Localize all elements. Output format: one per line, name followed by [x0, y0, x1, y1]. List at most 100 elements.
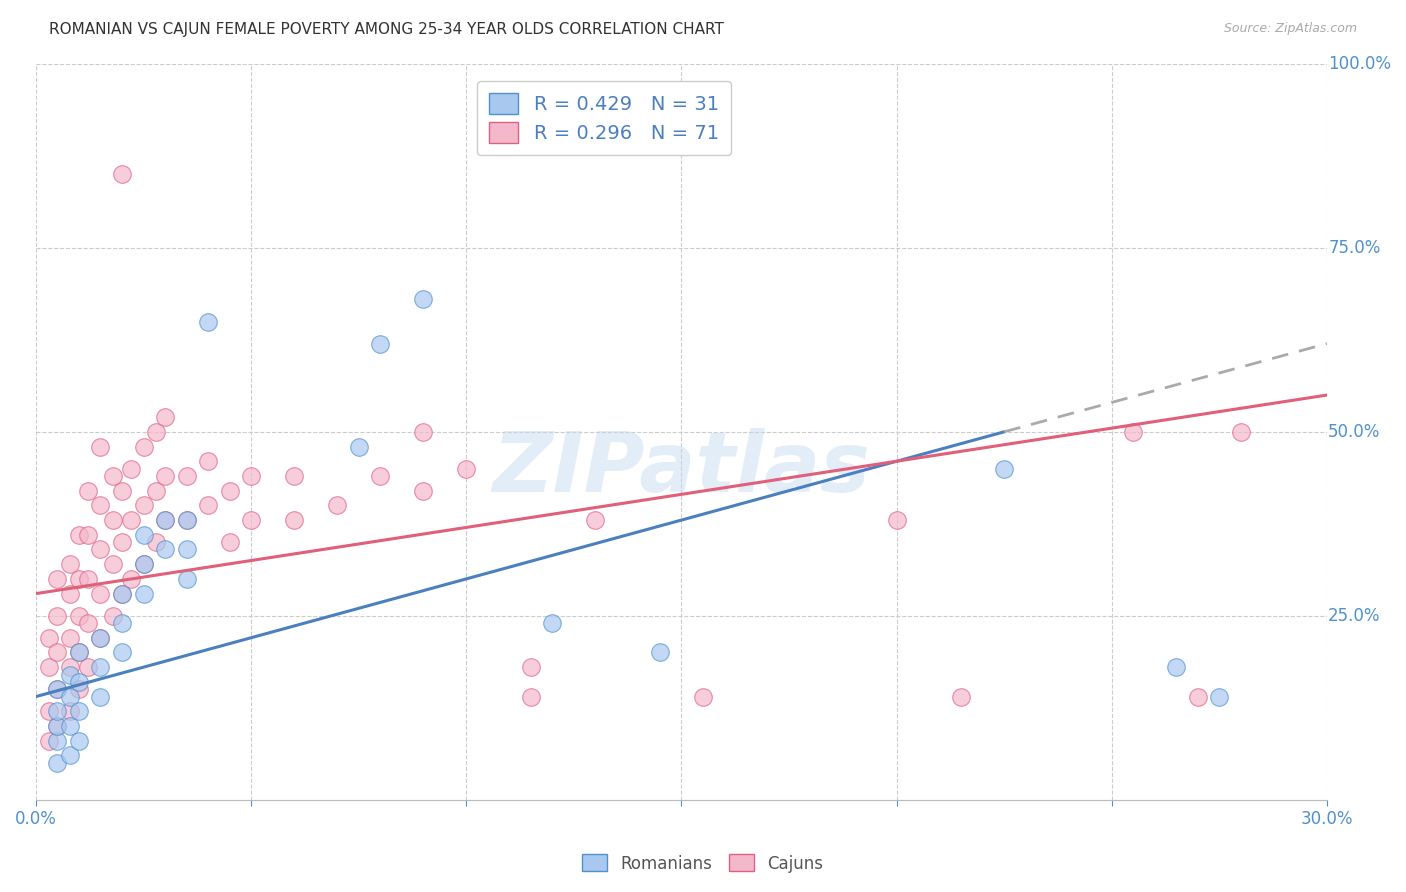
Point [67, 682, 90, 697]
Point [38, 733, 60, 747]
Point [145, 425, 167, 439]
Point [46, 719, 69, 733]
Point [176, 513, 198, 527]
Point [1166, 660, 1188, 674]
Point [153, 542, 176, 557]
Point [111, 483, 134, 498]
Point [46, 572, 69, 586]
Point [153, 513, 176, 527]
Point [59, 704, 82, 718]
Point [111, 645, 134, 659]
Point [103, 513, 125, 527]
Point [176, 542, 198, 557]
Point [103, 608, 125, 623]
Point [132, 558, 155, 572]
Point [89, 542, 111, 557]
Point [67, 572, 90, 586]
Point [648, 645, 671, 659]
Point [46, 704, 69, 718]
Point [368, 469, 391, 483]
Point [240, 513, 263, 527]
Point [111, 615, 134, 630]
Point [132, 499, 155, 513]
Point [132, 558, 155, 572]
Point [218, 535, 240, 549]
Point [46, 608, 69, 623]
Point [89, 631, 111, 645]
Point [145, 483, 167, 498]
Point [59, 690, 82, 704]
Point [456, 461, 478, 475]
Point [46, 756, 69, 770]
Text: ROMANIAN VS CAJUN FEMALE POVERTY AMONG 25-34 YEAR OLDS CORRELATION CHART: ROMANIAN VS CAJUN FEMALE POVERTY AMONG 2… [49, 22, 724, 37]
Point [76, 660, 98, 674]
Point [520, 690, 543, 704]
Point [120, 513, 142, 527]
Point [176, 513, 198, 527]
Point [950, 690, 973, 704]
Point [59, 660, 82, 674]
Legend: Romanians, Cajuns: Romanians, Cajuns [575, 847, 831, 880]
Point [89, 499, 111, 513]
Point [111, 168, 134, 182]
Text: 50.0%: 50.0% [1329, 423, 1381, 441]
Point [111, 535, 134, 549]
Point [132, 528, 155, 542]
Point [103, 558, 125, 572]
Point [67, 704, 90, 718]
Point [1208, 690, 1230, 704]
Point [1230, 425, 1253, 439]
Point [76, 483, 98, 498]
Point [38, 660, 60, 674]
Point [583, 513, 606, 527]
Point [59, 667, 82, 681]
Point [197, 499, 219, 513]
Text: 100.0%: 100.0% [1329, 55, 1391, 73]
Point [67, 645, 90, 659]
Point [197, 454, 219, 468]
Point [59, 748, 82, 763]
Point [541, 615, 564, 630]
Point [46, 682, 69, 697]
Point [153, 513, 176, 527]
Point [197, 314, 219, 328]
Point [46, 645, 69, 659]
Point [38, 631, 60, 645]
Point [89, 586, 111, 600]
Point [46, 682, 69, 697]
Legend: R = 0.429   N = 31, R = 0.296   N = 71: R = 0.429 N = 31, R = 0.296 N = 71 [478, 81, 731, 154]
Point [326, 499, 349, 513]
Point [46, 719, 69, 733]
Point [76, 572, 98, 586]
Point [145, 535, 167, 549]
Text: ZIPatlas: ZIPatlas [492, 428, 870, 509]
Point [132, 586, 155, 600]
Point [692, 690, 714, 704]
Point [1187, 690, 1209, 704]
Point [38, 704, 60, 718]
Point [176, 572, 198, 586]
Point [132, 440, 155, 454]
Point [1122, 425, 1144, 439]
Point [153, 469, 176, 483]
Point [67, 528, 90, 542]
Point [153, 410, 176, 425]
Text: 75.0%: 75.0% [1329, 239, 1381, 257]
Point [240, 469, 263, 483]
Text: 25.0%: 25.0% [1329, 607, 1381, 624]
Point [103, 469, 125, 483]
Point [347, 440, 370, 454]
Point [886, 513, 908, 527]
Point [412, 293, 434, 307]
Point [218, 483, 240, 498]
Point [111, 586, 134, 600]
Point [76, 528, 98, 542]
Point [111, 586, 134, 600]
Point [59, 631, 82, 645]
Point [89, 660, 111, 674]
Point [67, 645, 90, 659]
Text: Source: ZipAtlas.com: Source: ZipAtlas.com [1223, 22, 1357, 36]
Point [59, 558, 82, 572]
Point [283, 469, 305, 483]
Point [46, 733, 69, 747]
